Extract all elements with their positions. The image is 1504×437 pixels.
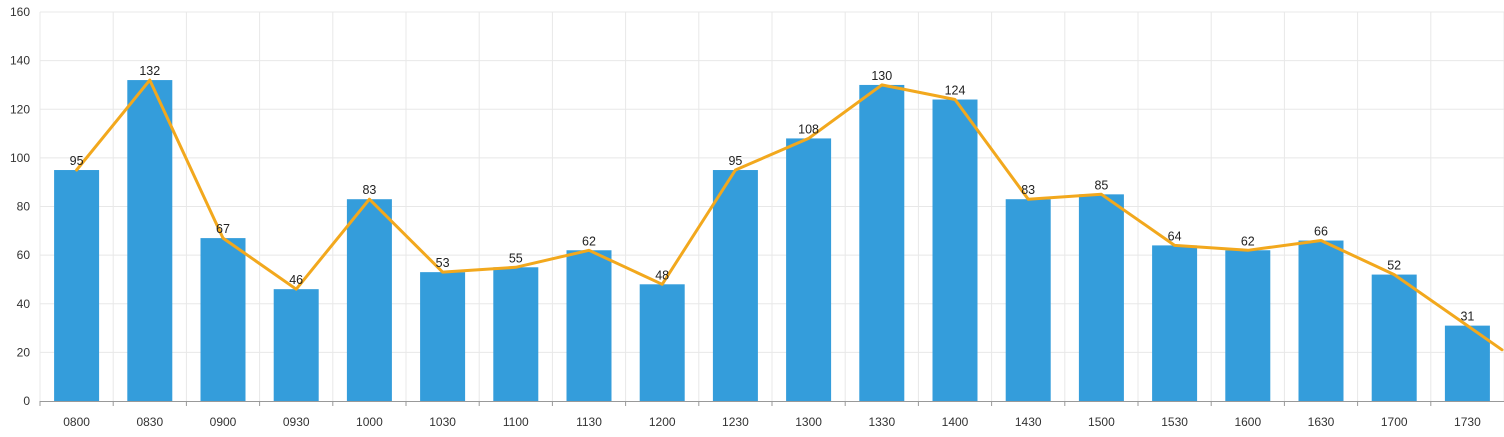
data-label-1600: 62	[1241, 234, 1255, 248]
y-tick-label: 60	[17, 248, 31, 262]
bar-1700	[1371, 274, 1417, 401]
data-label-1500: 85	[1094, 178, 1108, 192]
data-label-0930: 46	[289, 273, 303, 287]
data-label-1730: 31	[1460, 310, 1474, 324]
x-tick-label: 1300	[795, 415, 822, 429]
data-label-1200: 48	[655, 268, 669, 282]
data-label-1400: 124	[945, 84, 966, 98]
x-tick-label: 1130	[576, 415, 602, 429]
y-tick-label: 100	[10, 151, 30, 165]
data-label-1430: 83	[1021, 183, 1035, 197]
line-series	[75, 78, 1504, 352]
x-tick-label: 1530	[1161, 415, 1188, 429]
data-label-1300: 108	[798, 122, 819, 136]
y-tick-label: 160	[10, 5, 30, 19]
data-label-1630: 66	[1314, 225, 1328, 239]
data-label-1100: 55	[509, 251, 523, 265]
bar-1330	[859, 84, 905, 401]
x-tick-label: 1100	[503, 415, 529, 429]
data-label-0900: 67	[216, 222, 230, 236]
y-tick-label: 40	[17, 297, 31, 311]
x-tick-label: 1400	[942, 415, 969, 429]
x-tick-label: 1630	[1308, 415, 1335, 429]
bar-series	[54, 80, 1490, 402]
data-label-1700: 52	[1387, 259, 1401, 273]
y-tick-label: 20	[17, 345, 31, 359]
y-tick-label: 0	[23, 394, 30, 408]
bar-0800	[54, 170, 100, 401]
bar-1430	[1005, 199, 1051, 401]
bar-1100	[493, 267, 539, 401]
x-tick-label: 1700	[1381, 415, 1408, 429]
bar-1030	[420, 272, 466, 401]
grid-lines	[39, 11, 1504, 401]
bar-1130	[566, 250, 612, 401]
bar-1530	[1152, 245, 1198, 401]
x-tick-label: 1000	[356, 415, 383, 429]
bar-0830	[127, 80, 173, 401]
data-label-1230: 95	[728, 154, 742, 168]
y-tick-label: 120	[10, 102, 30, 116]
bar-1730	[1444, 325, 1490, 401]
bar-1600	[1225, 250, 1271, 401]
bar-0900	[200, 238, 246, 401]
data-label-1000: 83	[362, 183, 376, 197]
data-label-1130: 62	[582, 234, 596, 248]
x-tick-label: 1330	[868, 415, 895, 429]
data-label-1330: 130	[871, 69, 892, 83]
bar-1300	[786, 138, 832, 402]
x-tick-label: 1430	[1015, 415, 1042, 429]
y-tick-label: 80	[17, 200, 31, 214]
data-label-0830: 132	[139, 64, 160, 78]
data-label-0800: 95	[70, 154, 84, 168]
bar-1400	[932, 99, 978, 402]
x-tick-label: 0900	[210, 415, 237, 429]
bar-1230	[712, 170, 758, 401]
data-labels: 95 132 67 46 83 53 55 62 48 95 108 130 124 83 85 64 62 66…	[70, 64, 1475, 324]
data-label-1530: 64	[1168, 229, 1182, 243]
bar-1000	[346, 199, 392, 401]
x-tick-label: 1730	[1454, 415, 1481, 429]
axes: 0 20 40 60 80 100 120 140 160 0800 0830 0900 0930 100…	[10, 5, 1504, 429]
bar-1200	[639, 284, 685, 401]
overlay-line	[75, 78, 1504, 352]
y-tick-label: 140	[10, 54, 30, 68]
x-tick-label: 1500	[1088, 415, 1115, 429]
x-tick-label: 0830	[136, 415, 163, 429]
data-label-1030: 53	[436, 256, 450, 270]
x-tick-label: 0930	[283, 415, 310, 429]
bar-1500	[1078, 194, 1124, 401]
x-tick-label: 1230	[722, 415, 749, 429]
x-tick-label: 0800	[63, 415, 90, 429]
bar-1630	[1298, 240, 1344, 401]
x-tick-label: 1600	[1234, 415, 1261, 429]
x-tick-label: 1200	[649, 415, 676, 429]
bar-0930	[273, 289, 319, 401]
x-tick-label: 1030	[429, 415, 456, 429]
